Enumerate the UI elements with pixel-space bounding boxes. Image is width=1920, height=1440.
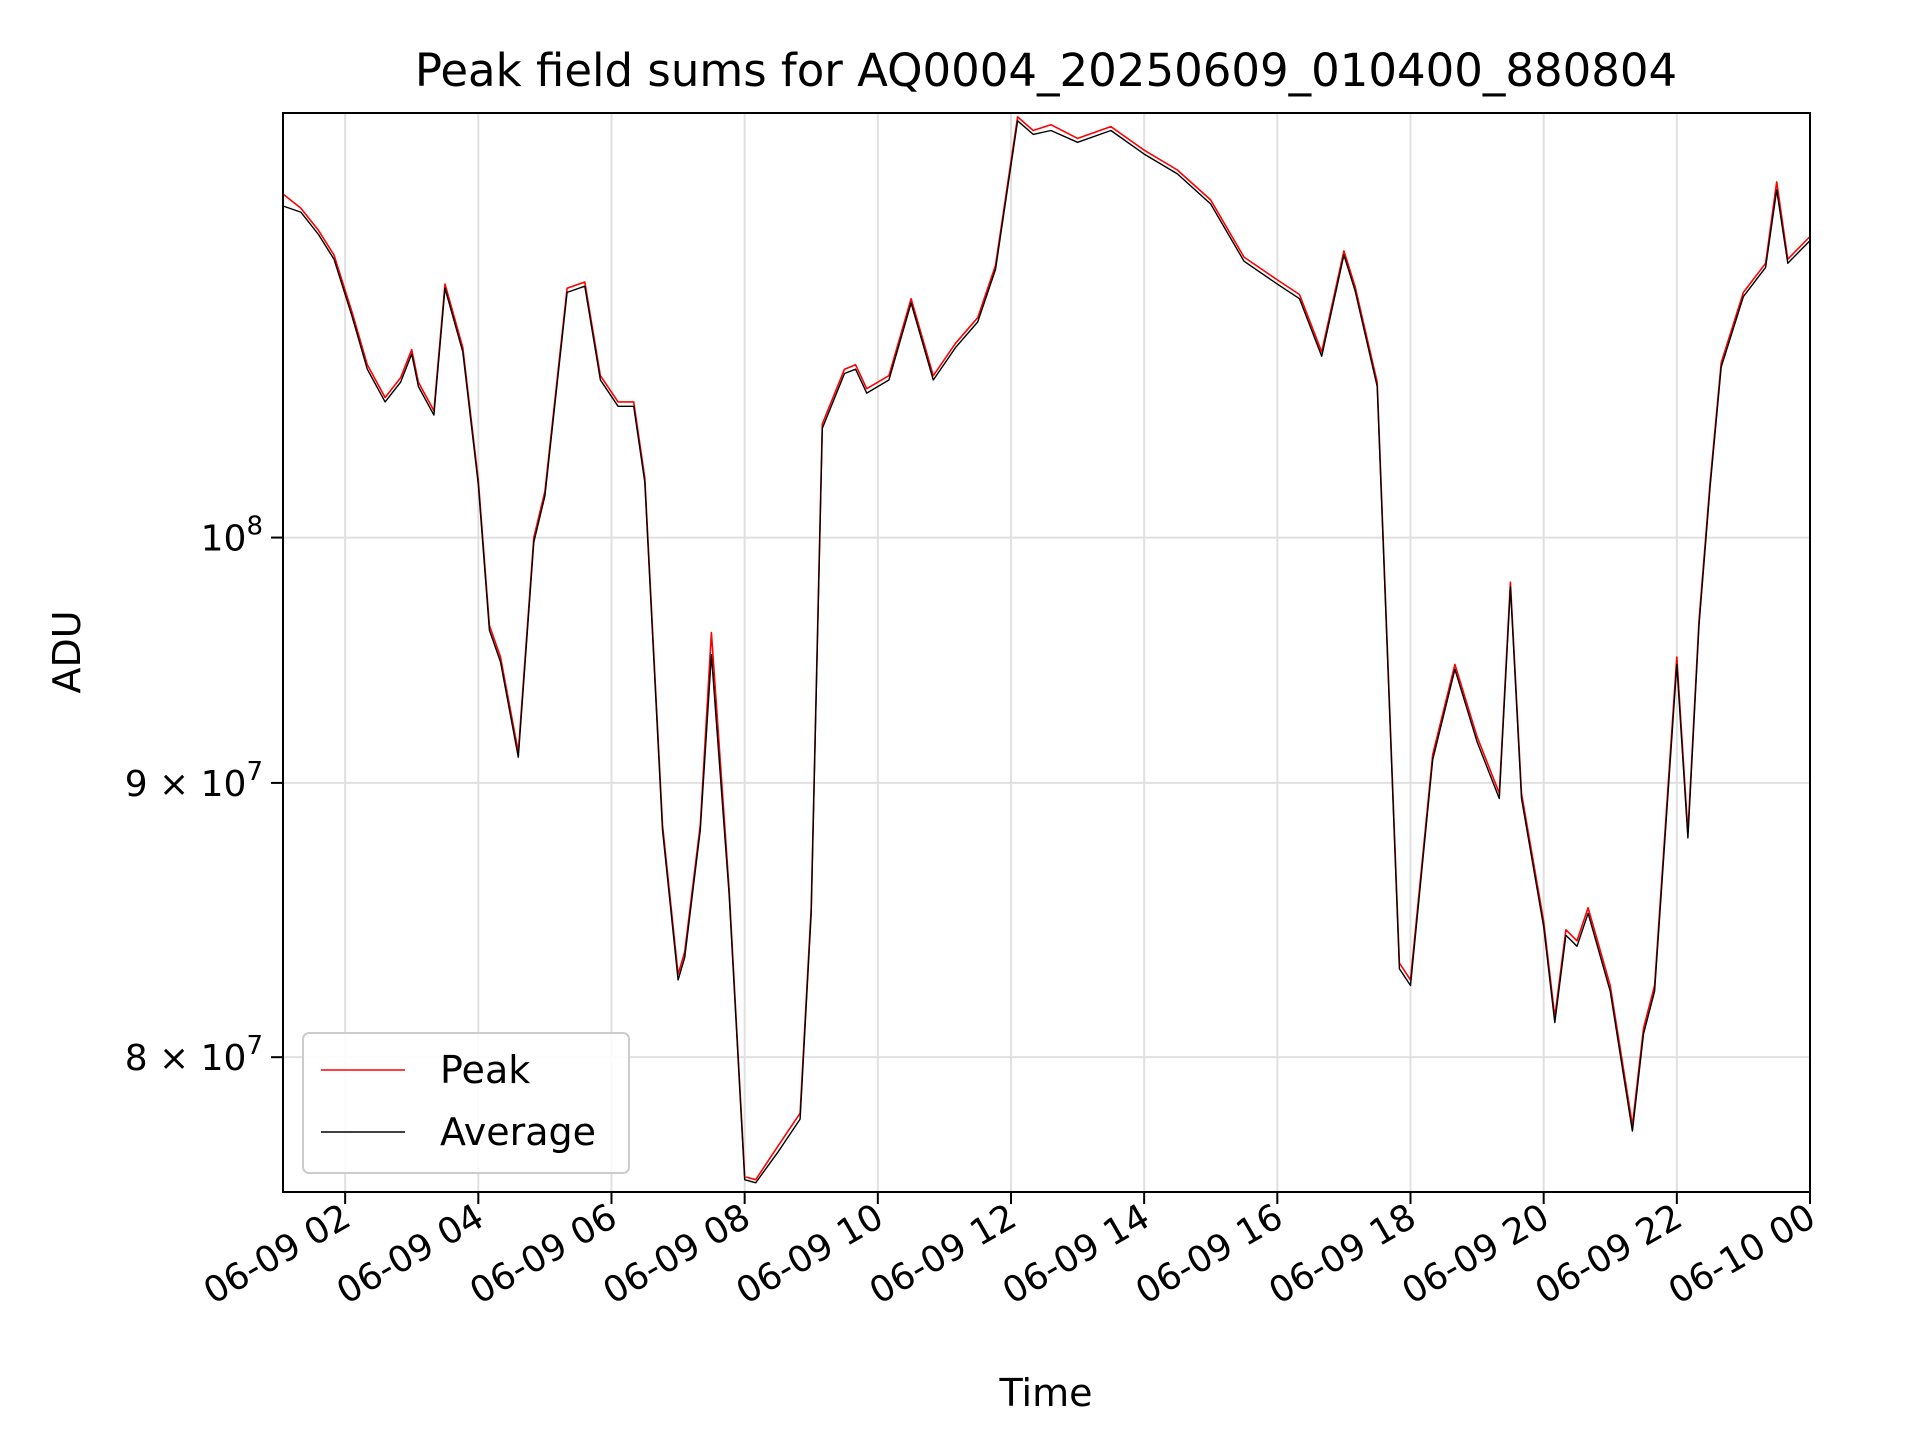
y-tick-label-base: 10	[201, 519, 247, 560]
y-tick-label-exponent: 8	[246, 512, 263, 542]
plot-frame	[282, 112, 1811, 1193]
y-tick-label-exponent: 7	[246, 1031, 263, 1061]
legend: Peak Average	[302, 1032, 630, 1174]
y-tick-label: 9 × 107	[125, 757, 263, 805]
y-tick-label: 8 × 107	[125, 1031, 263, 1079]
legend-box	[302, 1032, 630, 1174]
series-lines	[282, 116, 1811, 1184]
legend-label-average: Average	[440, 1110, 596, 1154]
y-tick-label: 108	[201, 512, 263, 560]
y-axis-label: ADU	[45, 610, 89, 693]
grid	[283, 113, 1811, 1192]
series-line-average	[282, 120, 1811, 1184]
y-tick-label-exponent: 7	[246, 757, 263, 787]
legend-label-peak: Peak	[440, 1048, 530, 1092]
y-tick-label-base: 8 × 10	[125, 1038, 247, 1079]
y-tick-label-base: 9 × 10	[125, 764, 247, 805]
x-axis-label: Time	[999, 1371, 1093, 1415]
chart-title: Peak field sums for AQ0004_20250609_0104…	[415, 44, 1677, 97]
series-line-peak	[282, 116, 1811, 1181]
